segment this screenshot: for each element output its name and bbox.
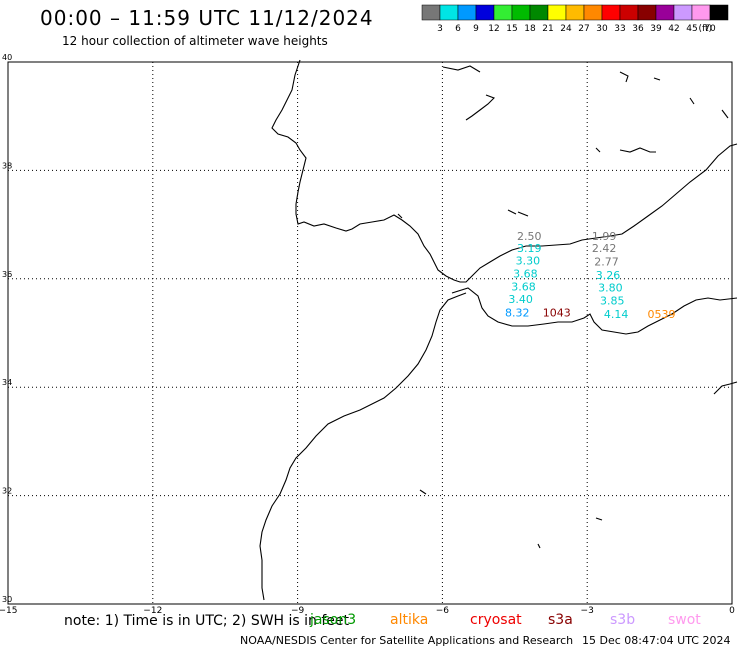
wave-height-label: 2.42: [592, 242, 617, 255]
colorbar-swatch: [637, 4, 657, 21]
lon-tick-label: −9: [291, 606, 305, 616]
lat-tick-label: 30: [2, 595, 12, 604]
island-13: [419, 489, 427, 495]
coast-north-africa: [451, 287, 738, 335]
colorbar-swatch: [457, 4, 477, 21]
island-3: [619, 71, 629, 83]
island-1: [442, 65, 481, 73]
colorbar-swatch: [601, 4, 621, 21]
lat-tick-label: 40: [2, 53, 12, 62]
island-11: [595, 517, 603, 521]
wave-observations: 2.503.193.303.683.683.408.32 10431.992.42…: [505, 230, 676, 321]
island-6: [721, 109, 729, 119]
colorbar-label: 42: [668, 24, 679, 34]
colorbar-label: 70: [704, 24, 716, 34]
colorbar-swatch: [619, 4, 639, 21]
colorbar-label: 18: [524, 24, 536, 34]
colorbar-swatch: [655, 4, 675, 21]
island-7: [619, 147, 656, 153]
colorbar-swatch: [439, 4, 459, 21]
colorbar-swatch: [475, 4, 495, 21]
colorbar-label: 24: [560, 24, 572, 34]
colorbar-label: 9: [473, 24, 479, 34]
wave-height-label: 3.80: [598, 281, 623, 294]
wave-height-label: 3.19: [517, 242, 542, 255]
map-subtitle: 12 hour collection of altimeter wave hei…: [62, 34, 328, 48]
colorbar-swatch: [511, 4, 531, 21]
island-2: [465, 94, 495, 121]
island-5: [689, 97, 695, 105]
footer-note: note: 1) Time is in UTC; 2) SWH is in fe…: [64, 613, 350, 629]
wave-height-label: 4.14: [604, 308, 629, 321]
wave-height-label: 3.68: [511, 281, 536, 294]
axis-tick-labels: −15 −12 −9 −6 −3 0 40 38 36 34 32 30: [0, 53, 735, 616]
colorbar-label: 30: [596, 24, 608, 34]
generated-timestamp: 15 Dec 08:47:04 UTC 2024: [582, 634, 731, 647]
wave-height-label: 3.26: [596, 269, 621, 282]
wave-height-label: 3.30: [516, 255, 541, 268]
wave-height-label: 2.50: [517, 230, 542, 243]
lon-tick-label: −15: [0, 606, 18, 616]
colorbar-label: 45: [686, 24, 697, 34]
island-8: [595, 147, 601, 153]
colorbar-label: 21: [542, 24, 553, 34]
colorbar-label: 6: [455, 24, 461, 34]
wave-height-label: 1.99: [592, 230, 617, 243]
wave-height-label: 2.77: [594, 255, 619, 268]
colorbar-label: 3: [437, 24, 443, 34]
wave-height-label: 8.32: [505, 307, 530, 320]
satellite-name: cryosat: [470, 612, 522, 628]
wave-height-label: 0539: [648, 308, 676, 321]
colorbar-label: 36: [632, 24, 644, 34]
colorbar-unit: (ft): [698, 24, 712, 34]
lon-tick-label: −12: [143, 606, 162, 616]
lon-tick-label: −6: [436, 606, 450, 616]
colorbar-label: 15: [506, 24, 517, 34]
coast-iberia-atlantic: [271, 59, 738, 283]
satellite-name: s3b: [610, 612, 636, 628]
credit-line: NOAA/NESDIS Center for Satellite Applica…: [240, 634, 574, 647]
satellite-name: swot: [668, 612, 701, 628]
map-frame: [7, 61, 733, 605]
lat-tick-label: 34: [2, 378, 12, 387]
coast-morocco-atlantic: [259, 292, 467, 601]
lat-tick-label: 32: [2, 487, 12, 496]
colorbar-legend: 3 6 9 12 15 18 21 24 27 30 33 36 39 42 45 70(ft): [421, 4, 729, 34]
lat-lon-grid: [7, 61, 733, 605]
colorbar-label: 12: [488, 24, 499, 34]
lon-tick-label: −3: [581, 606, 594, 616]
colorbar-swatch: [709, 4, 729, 21]
colorbar-label: 27: [578, 24, 589, 34]
wave-height-label: 1043: [543, 307, 571, 320]
colorbar-swatch: [493, 4, 513, 21]
colorbar-swatch: [565, 4, 585, 21]
map-title: 00:00 – 11:59 UTC 11/12/2024: [40, 6, 374, 30]
colorbar-label: 33: [614, 24, 625, 34]
satellite-name: altika: [390, 612, 429, 628]
lon-tick-label: 0: [729, 606, 735, 616]
island-10: [517, 211, 529, 217]
lat-tick-label: 36: [2, 270, 12, 279]
island-9: [507, 209, 517, 215]
wave-height-label: 3.68: [513, 268, 538, 281]
colorbar-swatch: [421, 4, 441, 21]
wave-height-label: 3.40: [508, 293, 533, 306]
wave-height-label: 3.85: [600, 294, 625, 307]
satellite-name: jason3: [310, 612, 357, 628]
colorbar-label: 39: [650, 24, 662, 34]
colorbar-swatch: [547, 4, 567, 21]
colorbar-swatch: [583, 4, 603, 21]
coastline: [259, 59, 738, 601]
satellite-name: s3a: [548, 612, 573, 628]
colorbar-swatch: [691, 4, 711, 21]
island-4: [653, 77, 661, 81]
colorbar-swatch: [673, 4, 693, 21]
colorbar-swatch: [529, 4, 549, 21]
lat-tick-label: 38: [2, 161, 12, 170]
island-12: [537, 543, 541, 549]
coast-africa-east-fragment: [713, 381, 738, 395]
island-14: [397, 213, 403, 219]
